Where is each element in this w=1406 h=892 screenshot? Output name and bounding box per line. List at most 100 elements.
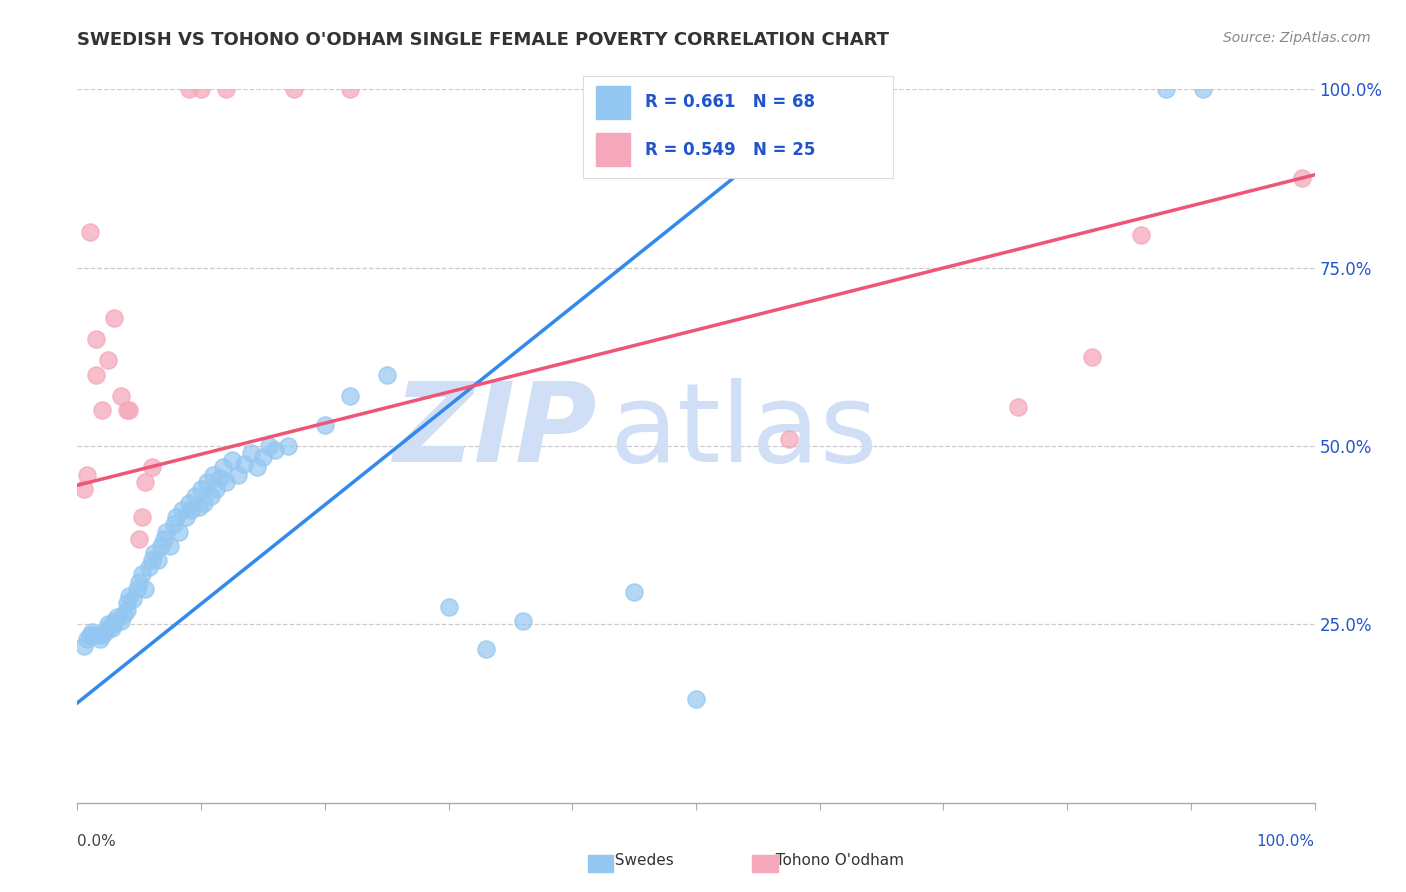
Point [1081, 350, 1104, 364]
Point [153, 532, 176, 546]
Point [187, 500, 209, 514]
Point [264, 442, 287, 457]
Point [172, 503, 194, 517]
Point [118, 403, 141, 417]
Text: R = 0.549   N = 25: R = 0.549 N = 25 [645, 141, 815, 159]
Point [84, 628, 107, 642]
Point [72, 639, 94, 653]
Point [91, 403, 114, 417]
Point [1192, 82, 1215, 96]
Point [103, 614, 125, 628]
Point [233, 457, 256, 471]
Point [165, 510, 187, 524]
Point [115, 596, 138, 610]
Point [226, 467, 249, 482]
Point [202, 467, 225, 482]
Point [118, 589, 141, 603]
Point [184, 489, 207, 503]
Point [1154, 82, 1177, 96]
Point [146, 553, 169, 567]
Point [82, 624, 104, 639]
Point [128, 532, 150, 546]
Point [150, 539, 173, 553]
Point [314, 417, 336, 432]
Point [103, 617, 125, 632]
Point [177, 496, 200, 510]
Point [193, 496, 215, 510]
Point [190, 482, 212, 496]
Point [112, 607, 135, 621]
Point [257, 439, 280, 453]
Point [177, 82, 200, 96]
Point [685, 692, 707, 706]
Point [72, 482, 94, 496]
Point [101, 621, 124, 635]
Point [134, 475, 156, 489]
Text: ZIP: ZIP [394, 378, 598, 485]
Point [141, 460, 163, 475]
Point [138, 560, 160, 574]
Point [375, 368, 398, 382]
Point [76, 467, 98, 482]
Point [212, 460, 235, 475]
Point [97, 617, 120, 632]
Point [110, 614, 132, 628]
Point [103, 310, 125, 325]
Point [93, 624, 115, 639]
Point [180, 503, 202, 517]
Point [131, 567, 153, 582]
Point [115, 603, 138, 617]
Point [125, 582, 148, 596]
Point [159, 539, 181, 553]
Point [339, 82, 361, 96]
Point [167, 524, 190, 539]
Point [252, 450, 274, 464]
Point [778, 432, 800, 446]
Point [512, 614, 534, 628]
Point [143, 546, 166, 560]
Point [79, 225, 101, 239]
Point [195, 475, 218, 489]
Point [1007, 400, 1029, 414]
Point [97, 353, 120, 368]
Text: Source: ZipAtlas.com: Source: ZipAtlas.com [1223, 31, 1371, 45]
Point [79, 628, 101, 642]
Point [474, 642, 496, 657]
Point [623, 585, 645, 599]
Point [110, 389, 132, 403]
Point [215, 475, 238, 489]
Point [215, 82, 238, 96]
Point [246, 460, 269, 475]
Point [163, 517, 186, 532]
Point [89, 632, 111, 646]
Text: Swedes: Swedes [605, 854, 673, 868]
Point [97, 621, 120, 635]
Point [76, 632, 98, 646]
Point [1130, 228, 1153, 243]
Point [131, 510, 153, 524]
Point [128, 574, 150, 589]
Point [339, 389, 361, 403]
Text: Tohono O'odham: Tohono O'odham [766, 854, 904, 868]
Point [155, 524, 177, 539]
Point [205, 482, 228, 496]
Point [190, 82, 212, 96]
Bar [596, 133, 630, 166]
Point [277, 439, 299, 453]
Point [84, 332, 107, 346]
Text: 0.0%: 0.0% [77, 834, 117, 848]
Point [208, 471, 231, 485]
Point [174, 510, 197, 524]
Point [105, 610, 128, 624]
Point [91, 628, 114, 642]
Point [221, 453, 243, 467]
Point [239, 446, 262, 460]
Point [437, 599, 460, 614]
Point [122, 592, 145, 607]
Point [134, 582, 156, 596]
Text: R = 0.661   N = 68: R = 0.661 N = 68 [645, 94, 815, 112]
Point [84, 368, 107, 382]
Point [200, 489, 222, 503]
Text: atlas: atlas [609, 378, 877, 485]
Text: 100.0%: 100.0% [1257, 834, 1315, 848]
